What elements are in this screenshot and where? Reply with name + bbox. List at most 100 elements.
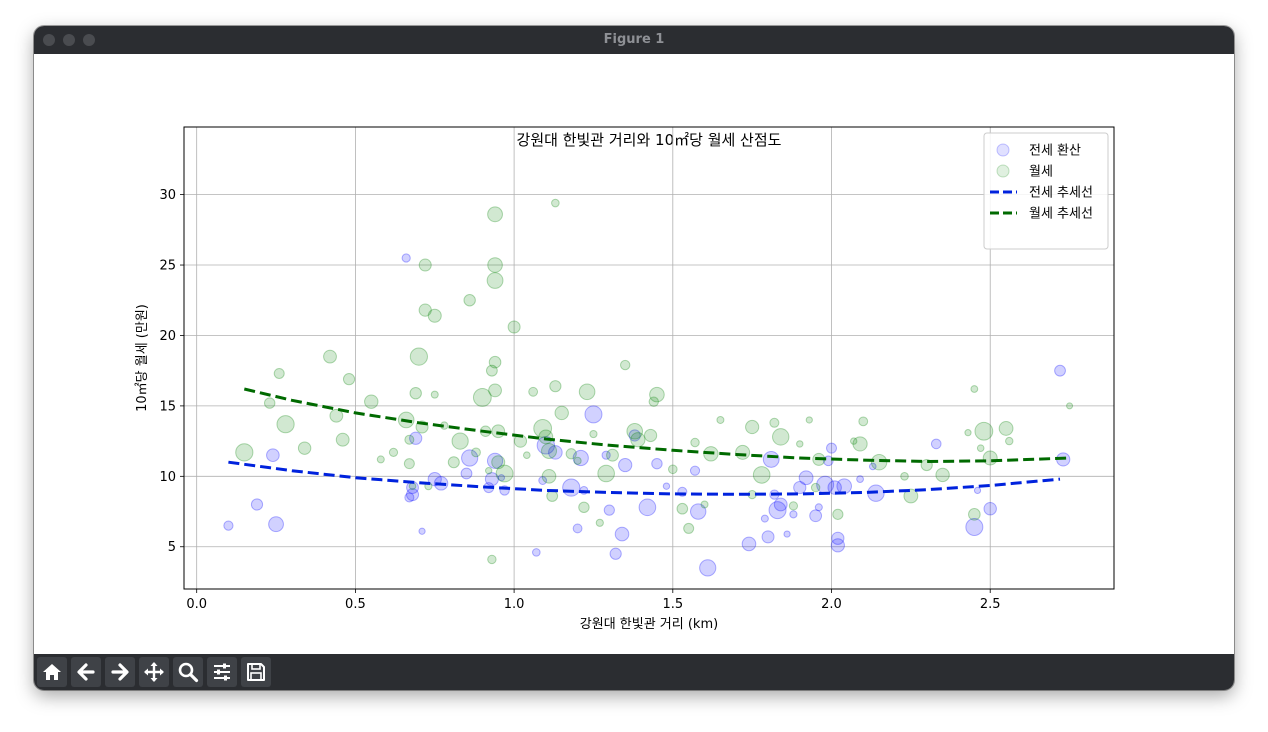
jeonse-points: [223, 253, 1071, 577]
minimize-window-button[interactable]: [63, 34, 75, 46]
wolse-point: [276, 415, 295, 434]
wolse-point: [683, 522, 695, 534]
wolse-point: [329, 408, 344, 423]
scatter-chart: 강원대 한빛관 거리와 10㎡당 월세 산점도 0.0 0.5 1.0 1.5 2.0 2…: [135, 126, 1115, 632]
jeonse-point: [409, 431, 423, 445]
wolse-point: [487, 206, 503, 223]
title-bar: Figure 1: [34, 26, 1234, 54]
configure-subplots-icon: [214, 663, 230, 681]
wolse-point: [451, 432, 469, 450]
wolse-point: [471, 447, 481, 458]
jeonse-point: [809, 509, 823, 523]
y-tick-label: 25: [159, 259, 176, 274]
zoom-icon: [178, 662, 199, 683]
wolse-trend-line: [243, 387, 1070, 464]
y-axis-label: 10㎡당 월세 (만원): [135, 304, 150, 412]
jeonse-point: [601, 450, 611, 460]
configure-subplots-button[interactable]: [207, 657, 237, 687]
wolse-point: [485, 466, 493, 475]
jeonse-point: [628, 429, 641, 442]
forward-button[interactable]: [105, 657, 135, 687]
jeonse-point: [548, 445, 563, 460]
wolse-point: [273, 367, 285, 379]
maximize-window-button[interactable]: [83, 34, 95, 46]
wolse-point: [900, 472, 909, 481]
home-icon: [43, 664, 61, 680]
zoom-button[interactable]: [173, 657, 203, 687]
wolse-point: [376, 455, 385, 464]
jeonse-point: [762, 451, 780, 468]
pan-button[interactable]: [139, 657, 169, 687]
wolse-point: [418, 258, 432, 272]
legend-marker: [996, 164, 1010, 178]
jeonse-point: [609, 547, 622, 560]
wolse-point: [700, 500, 709, 509]
jeonse-point: [783, 530, 791, 538]
jeonse-point: [536, 436, 556, 455]
wolse-point: [388, 447, 399, 457]
jeonse-point: [965, 518, 984, 537]
jeonse-point: [836, 478, 853, 494]
x-axis-ticks: 0.0 0.5 1.0 1.5 2.0 2.5: [186, 589, 1001, 612]
wolse-point: [541, 442, 558, 459]
wolse-point: [970, 385, 979, 393]
wolse-point: [522, 451, 531, 459]
wolse-point: [752, 466, 771, 484]
save-button[interactable]: [241, 657, 271, 687]
y-axis-ticks: 5 10 15 20 25 30: [159, 188, 184, 555]
wolse-point: [565, 448, 577, 460]
jeonse-point: [538, 476, 548, 485]
wolse-point: [832, 508, 844, 520]
save-icon: [247, 663, 265, 681]
figure-window: Figure 1 강원대 한빛관 거리와 10㎡당 월세 산점도 0.0 0.5 1…: [34, 26, 1234, 690]
jeonse-point: [826, 442, 838, 454]
jeonse-point: [427, 472, 442, 487]
jeonse-point: [689, 465, 701, 476]
wolse-point: [495, 464, 514, 483]
legend-label: 전세 추세선: [1029, 186, 1093, 201]
wolse-point: [549, 380, 562, 393]
legend-label: 월세 추세선: [1029, 207, 1093, 222]
wolse-point: [447, 456, 460, 469]
jeonse-point: [930, 438, 942, 450]
wolse-point: [597, 464, 615, 483]
x-tick-label: 2.0: [821, 597, 842, 612]
wolse-point: [716, 415, 725, 424]
chart-title: 강원대 한빛관 거리와 10㎡당 월세 산점도: [517, 131, 782, 149]
jeonse-point: [798, 470, 814, 486]
wolse-point: [409, 387, 422, 400]
wolse-point: [595, 518, 604, 527]
jeonse-point: [461, 449, 479, 467]
jeonse-point: [223, 520, 234, 531]
jeonse-point: [268, 516, 284, 533]
wolse-point: [964, 429, 972, 437]
wolse-point: [263, 397, 276, 409]
wolse-point: [578, 501, 590, 514]
wolse-point: [769, 417, 780, 428]
wolse-point: [491, 455, 506, 470]
wolse-point: [810, 482, 821, 493]
wolse-point: [668, 464, 678, 475]
figure-canvas[interactable]: 강원대 한빛관 거리와 10㎡당 월세 산점도 0.0 0.5 1.0 1.5 2.0 2…: [34, 54, 1234, 654]
jeonse-trend-line: [228, 460, 1061, 496]
back-button[interactable]: [71, 657, 101, 687]
wolse-point: [507, 320, 521, 334]
jeonse-point: [572, 523, 583, 534]
wolse-point: [903, 488, 919, 504]
wolse-point: [1066, 402, 1074, 410]
wolse-point: [488, 355, 502, 369]
wolse-point: [982, 450, 998, 466]
y-tick-label: 20: [159, 329, 176, 344]
home-button[interactable]: [37, 657, 67, 687]
wolse-point: [643, 428, 658, 443]
close-window-button[interactable]: [43, 34, 55, 46]
jeonse-point: [830, 538, 845, 553]
wolse-point: [852, 436, 868, 452]
wolse-point: [541, 469, 557, 484]
wolse-point: [427, 308, 442, 323]
wolse-point: [491, 424, 506, 439]
jeonse-point: [266, 448, 280, 462]
wolse-point: [486, 272, 504, 289]
wolse-point: [676, 502, 689, 515]
wolse-point: [870, 454, 888, 471]
